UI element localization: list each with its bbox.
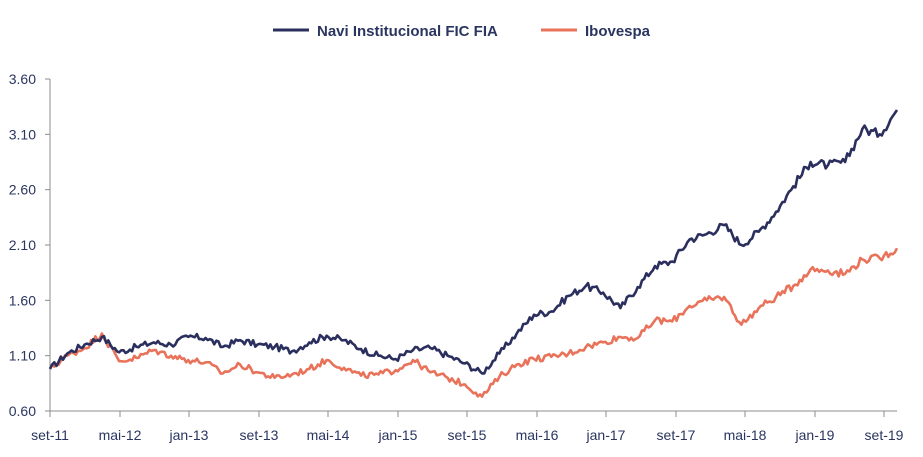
x-tick-label: set-19 <box>865 427 904 443</box>
x-tick-label: set-17 <box>657 427 696 443</box>
x-tick-label: set-15 <box>448 427 487 443</box>
series-layer <box>48 109 899 398</box>
chart-legend: Navi Institucional FIC FIA Ibovespa <box>273 23 651 40</box>
y-axis: 3.60 3.10 2.60 2.10 1.60 1.10 0.60 <box>9 71 51 419</box>
y-tick-label: 1.10 <box>9 348 36 364</box>
y-tick-label: 3.60 <box>9 71 36 87</box>
x-tick-label: mai-12 <box>99 427 142 443</box>
x-tick-label: mai-14 <box>307 427 350 443</box>
y-tick-label: 3.10 <box>9 126 36 142</box>
x-tick-label: set-13 <box>240 427 279 443</box>
x-tick-label: jan-17 <box>586 427 626 443</box>
x-tick-label: jan-15 <box>378 427 418 443</box>
x-tick-label: jan-13 <box>169 427 209 443</box>
x-tick-label: jan-19 <box>795 427 835 443</box>
y-tick-label: 2.60 <box>9 182 36 198</box>
y-tick-label: 1.60 <box>9 292 36 308</box>
y-tick-label: 0.60 <box>9 403 36 419</box>
x-axis: set-11 mai-12 jan-13 set-13 mai-14 jan-15 set-… <box>31 410 904 443</box>
x-tick-label: mai-18 <box>724 427 767 443</box>
x-tick-label: set-11 <box>31 427 69 443</box>
series-line-ibovespa <box>48 247 899 398</box>
series-line-navi <box>48 109 899 375</box>
y-tick-label: 2.10 <box>9 237 36 253</box>
x-tick-label: mai-16 <box>516 427 559 443</box>
legend-label-ibovespa: Ibovespa <box>585 23 651 40</box>
legend-label-navi: Navi Institucional FIC FIA <box>317 23 498 40</box>
